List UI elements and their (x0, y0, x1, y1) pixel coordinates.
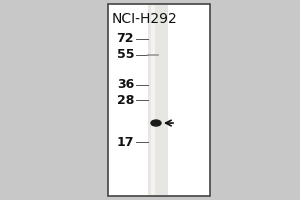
Ellipse shape (151, 120, 161, 126)
Text: 55: 55 (116, 48, 134, 61)
Bar (151, 4, 155, 196)
Text: 28: 28 (117, 94, 134, 106)
Text: 17: 17 (116, 136, 134, 149)
Bar (108, 4, 210, 196)
Text: 36: 36 (117, 78, 134, 91)
Text: NCI-H292: NCI-H292 (112, 12, 178, 26)
Bar (148, 4, 168, 196)
Text: 72: 72 (116, 32, 134, 45)
Bar (108, 4, 210, 196)
